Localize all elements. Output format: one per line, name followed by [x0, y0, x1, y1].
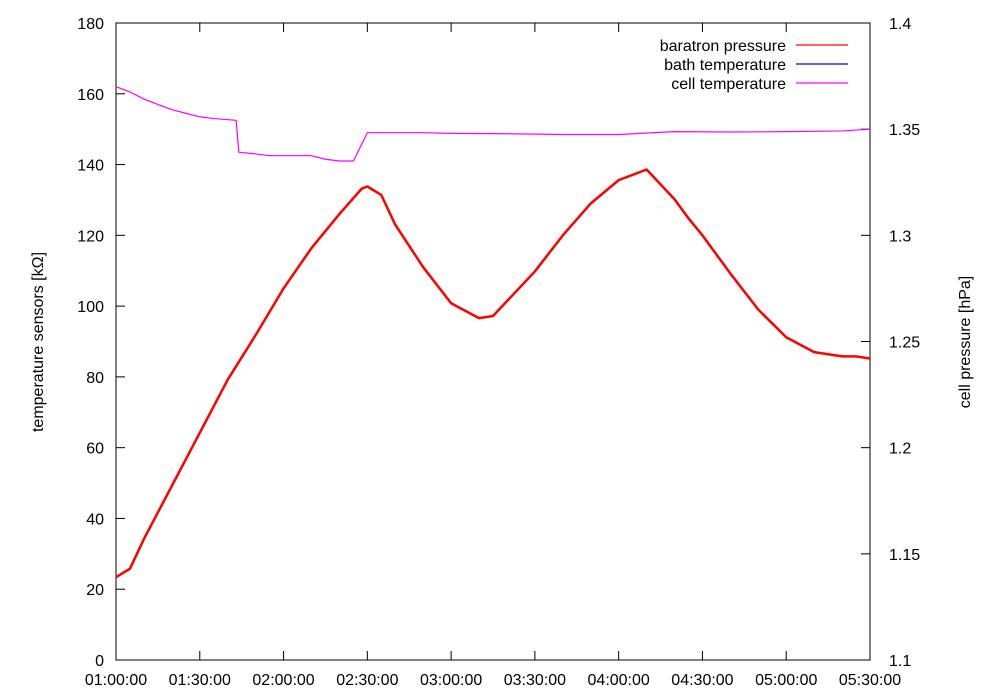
plot-frame — [115, 22, 871, 661]
left-tick-label: 160 — [77, 87, 104, 104]
x-tick-label: 04:00:00 — [588, 672, 650, 689]
left-tick-label: 20 — [86, 582, 104, 599]
right-tick-label: 1.2 — [889, 441, 911, 458]
series-line-cell-temperature — [115, 86, 871, 162]
right-tick-label: 1.25 — [889, 335, 920, 352]
x-tick-label: 01:30:00 — [169, 672, 231, 689]
left-tick-label: 80 — [86, 370, 104, 387]
x-tick-label: 03:00:00 — [420, 672, 482, 689]
left-tick-label: 0 — [95, 653, 104, 670]
x-tick-label: 05:30:00 — [839, 672, 901, 689]
left-tick-label: 60 — [86, 441, 104, 458]
series-layer — [115, 86, 871, 579]
right-tick-label: 1.4 — [889, 16, 911, 33]
legend: baratron pressure bath temperature cell te… — [660, 38, 848, 93]
series-line-baratron-pressure — [115, 168, 871, 579]
right-tick-label: 1.15 — [889, 547, 920, 564]
y-axis-label-right: cell pressure [hPa] — [957, 276, 974, 409]
legend-label: bath temperature — [664, 57, 786, 74]
left-tick-label: 120 — [77, 228, 104, 245]
left-tick-label: 40 — [86, 511, 104, 528]
x-tick-label: 01:00:00 — [85, 672, 147, 689]
x-ticks: 01:00:00 01:30:00 02:00:00 02:30:00 03:00:00… — [85, 23, 901, 689]
legend-label: baratron pressure — [660, 38, 786, 55]
left-tick-label: 140 — [77, 158, 104, 175]
x-tick-label: 02:00:00 — [252, 672, 314, 689]
x-tick-label: 02:30:00 — [336, 672, 398, 689]
x-tick-label: 03:30:00 — [504, 672, 566, 689]
left-ticks: 0 20 40 60 80 100 120 140 160 180 — [77, 16, 125, 670]
x-tick-label: 04:30:00 — [671, 672, 733, 689]
right-tick-label: 1.1 — [889, 653, 911, 670]
y-axis-label-left: temperature sensors [kΩ] — [30, 252, 47, 432]
right-ticks: 1.1 1.15 1.2 1.25 1.3 1.35 1.4 — [861, 16, 920, 670]
x-tick-label: 05:00:00 — [755, 672, 817, 689]
left-tick-label: 100 — [77, 299, 104, 316]
legend-label: cell temperature — [671, 76, 786, 93]
left-tick-label: 180 — [77, 16, 104, 33]
right-tick-label: 1.3 — [889, 228, 911, 245]
right-tick-label: 1.35 — [889, 122, 920, 139]
